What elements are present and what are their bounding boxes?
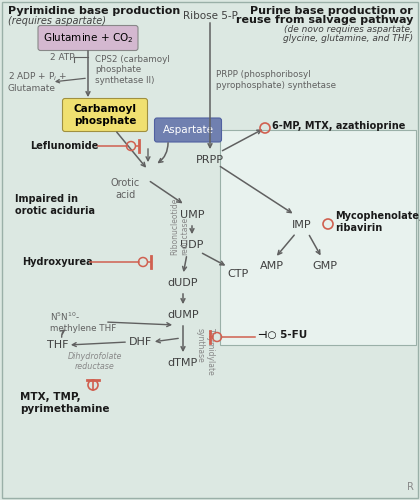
Text: (requires aspartate): (requires aspartate) xyxy=(8,16,106,26)
Text: Dihydrofolate
reductase: Dihydrofolate reductase xyxy=(68,352,122,372)
Text: dUDP: dUDP xyxy=(168,278,198,288)
FancyBboxPatch shape xyxy=(38,26,138,50)
Text: Ribonucleotide
reductase: Ribonucleotide reductase xyxy=(170,198,189,255)
Text: glycine, glutamine, and THF): glycine, glutamine, and THF) xyxy=(283,34,413,43)
Text: IMP: IMP xyxy=(292,220,312,230)
FancyBboxPatch shape xyxy=(155,118,221,142)
Text: PRPP: PRPP xyxy=(196,155,224,165)
Text: Carbamoyl
phosphate: Carbamoyl phosphate xyxy=(74,104,136,126)
Text: MTX, TMP,
pyrimethamine: MTX, TMP, pyrimethamine xyxy=(20,392,110,413)
Text: 6-MP, MTX, azathioprine: 6-MP, MTX, azathioprine xyxy=(272,121,405,131)
Text: Mycophenolate,
ribavirin: Mycophenolate, ribavirin xyxy=(335,211,420,233)
Text: THF: THF xyxy=(47,340,69,350)
Text: PRPP (phosphoribosyl
pyrophosphate) synthetase: PRPP (phosphoribosyl pyrophosphate) synt… xyxy=(216,70,336,90)
Text: 2 ATP: 2 ATP xyxy=(50,52,75,62)
Text: Impaired in
orotic aciduria: Impaired in orotic aciduria xyxy=(15,194,95,216)
Text: Orotic
acid: Orotic acid xyxy=(110,178,139,200)
FancyBboxPatch shape xyxy=(63,98,147,132)
Text: Purine base production or: Purine base production or xyxy=(250,6,413,16)
Text: dUMP: dUMP xyxy=(167,310,199,320)
Text: N$^5$N$^{10}$-
methylene THF: N$^5$N$^{10}$- methylene THF xyxy=(50,310,116,334)
Text: Ribose 5-P: Ribose 5-P xyxy=(183,11,237,21)
Text: Aspartate: Aspartate xyxy=(163,125,213,135)
Text: ⊣○ 5-FU: ⊣○ 5-FU xyxy=(258,330,307,340)
Text: AMP: AMP xyxy=(260,261,284,271)
Text: reuse from salvage pathway: reuse from salvage pathway xyxy=(236,15,413,25)
Text: DHF: DHF xyxy=(129,337,152,347)
Text: Glutamine + CO$_2$: Glutamine + CO$_2$ xyxy=(43,31,133,45)
Text: UMP: UMP xyxy=(180,210,204,220)
FancyBboxPatch shape xyxy=(220,130,416,345)
Text: Hydroxyurea: Hydroxyurea xyxy=(22,257,93,267)
Text: CPS2 (carbamoyl
phosphate
synthetase II): CPS2 (carbamoyl phosphate synthetase II) xyxy=(95,55,170,85)
Text: (de novo requires aspartate,: (de novo requires aspartate, xyxy=(284,25,413,34)
Text: dTMP: dTMP xyxy=(168,358,198,368)
Text: CTP: CTP xyxy=(227,269,249,279)
Text: UDP: UDP xyxy=(180,240,204,250)
Text: Pyrimidine base production: Pyrimidine base production xyxy=(8,6,180,16)
Text: Thymidylate
synthase: Thymidylate synthase xyxy=(196,328,215,376)
Text: Leflunomide: Leflunomide xyxy=(30,141,98,151)
Text: 2 ADP + P$_i$ +
Glutamate: 2 ADP + P$_i$ + Glutamate xyxy=(8,70,67,94)
Text: R: R xyxy=(407,482,414,492)
Text: GMP: GMP xyxy=(312,261,338,271)
